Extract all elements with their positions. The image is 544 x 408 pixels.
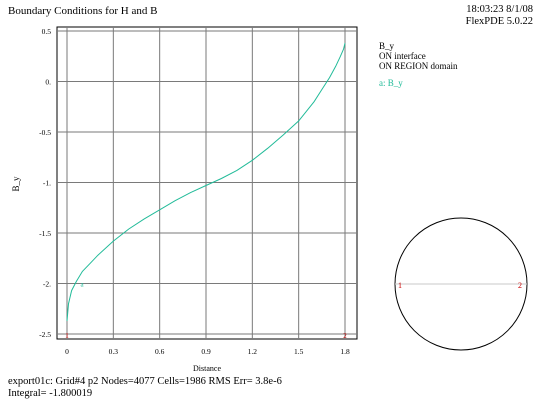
y-tick-label: -1.5 [39, 229, 51, 238]
timestamp: 18:03:23 8/1/08 [466, 4, 533, 15]
x-tick-label: 0.6 [155, 347, 165, 356]
inset-marker-2: 2 [518, 281, 522, 290]
x-tick-label: 1.2 [248, 347, 258, 356]
x-tick-label: 0.9 [201, 347, 211, 356]
timestamp-block: 18:03:23 8/1/08 FlexPDE 5.0.22 [466, 4, 533, 28]
legend-line-2: ON REGION domain [379, 61, 458, 71]
y-tick-label: -0.5 [39, 128, 51, 137]
series-marker-label: a [80, 281, 84, 289]
inset-marker-1: 1 [398, 281, 402, 290]
footer: export01c: Grid#4 p2 Nodes=4077 Cells=19… [8, 376, 282, 400]
legend-series-label: a: B_y [379, 78, 403, 88]
footer-stats: export01c: Grid#4 p2 Nodes=4077 Cells=19… [8, 376, 282, 387]
y-tick-label: 0.5 [42, 27, 52, 36]
chart-title: Boundary Conditions for H and B [8, 5, 158, 17]
y-axis-label: B_y [11, 176, 21, 192]
version-label: FlexPDE 5.0.22 [465, 16, 533, 27]
legend-line-1: ON interface [379, 51, 426, 61]
x-tick-label: 0 [65, 347, 69, 356]
y-tick-label: 0. [45, 78, 51, 87]
x-tick-label: 1.8 [340, 347, 350, 356]
endpoint-marker: 1 [65, 332, 69, 340]
legend: B_y ON interface ON REGION domain a: B_y [379, 41, 458, 88]
footer-integral: Integral= -1.800019 [8, 388, 93, 399]
series-line [66, 42, 346, 321]
endpoint-marker: 2 [343, 332, 347, 340]
x-tick-label: 1.5 [294, 347, 304, 356]
legend-variable: B_y [379, 41, 395, 51]
x-axis-label: Distance [193, 364, 221, 373]
y-tick-label: -2.5 [39, 330, 51, 339]
y-tick-label: -1. [43, 179, 51, 188]
x-tick-label: 0.3 [109, 347, 119, 356]
y-tick-label: -2. [43, 280, 51, 289]
